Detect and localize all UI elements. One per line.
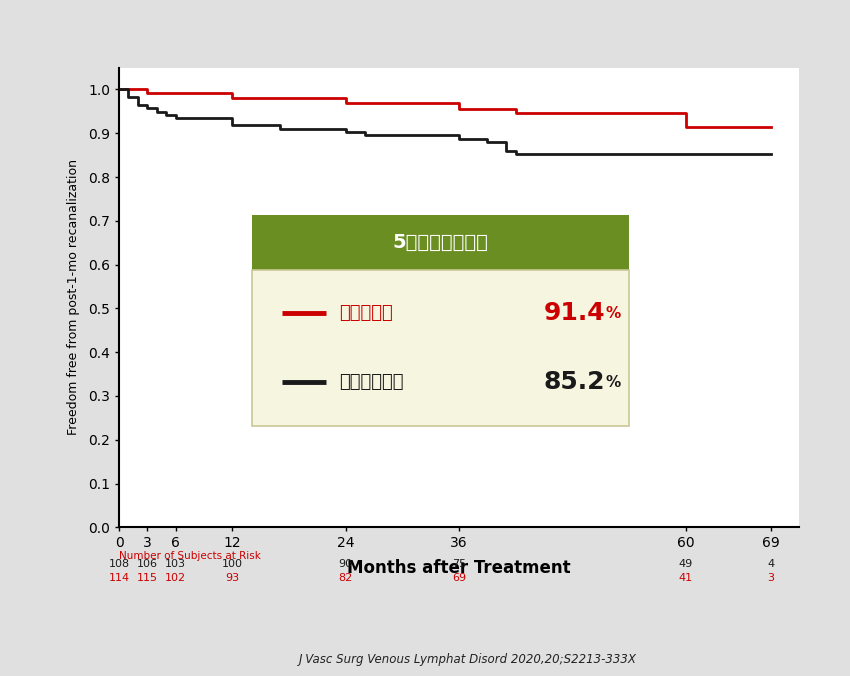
Text: 93: 93 xyxy=(225,573,240,583)
Text: J Vasc Surg Venous Lymphat Disord 2020,20;S2213-333X: J Vasc Surg Venous Lymphat Disord 2020,2… xyxy=(298,653,637,666)
Text: 106: 106 xyxy=(137,560,158,569)
Text: 41: 41 xyxy=(678,573,693,583)
Text: 85.2: 85.2 xyxy=(544,370,605,394)
X-axis label: Months after Treatment: Months after Treatment xyxy=(347,558,571,577)
Text: ラジオ波治療: ラジオ波治療 xyxy=(338,373,403,391)
Text: 3: 3 xyxy=(768,573,774,583)
Text: 5年後の治療成绩: 5年後の治療成绩 xyxy=(393,233,488,251)
Text: 90: 90 xyxy=(338,560,353,569)
Text: 115: 115 xyxy=(137,573,158,583)
Text: 75: 75 xyxy=(452,560,466,569)
Text: 114: 114 xyxy=(109,573,129,583)
Bar xyxy=(252,215,629,270)
Text: 91.4: 91.4 xyxy=(544,301,605,325)
Text: Number of Subjects at Risk: Number of Subjects at Risk xyxy=(119,551,261,561)
Text: %: % xyxy=(605,375,620,390)
Bar xyxy=(252,270,629,426)
Text: グルー治療: グルー治療 xyxy=(338,304,393,322)
Text: 49: 49 xyxy=(678,560,693,569)
Text: 103: 103 xyxy=(165,560,186,569)
Text: %: % xyxy=(605,306,620,321)
Text: 69: 69 xyxy=(452,573,466,583)
Text: 108: 108 xyxy=(109,560,129,569)
Text: 102: 102 xyxy=(165,573,186,583)
Text: 100: 100 xyxy=(222,560,243,569)
Y-axis label: Freedom free from post-1-mo recanalization: Freedom free from post-1-mo recanalizati… xyxy=(66,160,80,435)
Text: 82: 82 xyxy=(338,573,353,583)
Text: 4: 4 xyxy=(767,560,774,569)
